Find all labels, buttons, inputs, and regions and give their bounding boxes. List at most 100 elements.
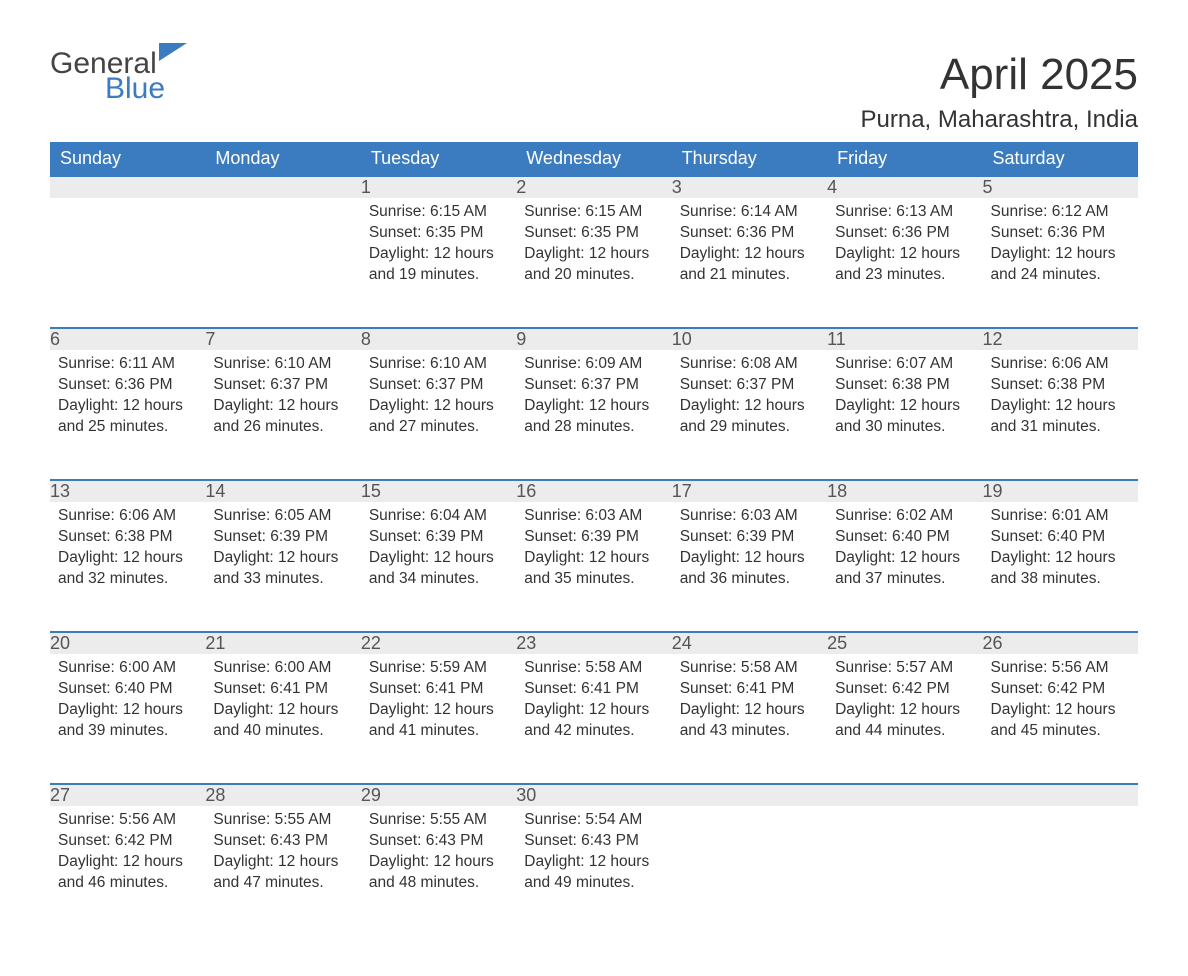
- week-body-row: Sunrise: 6:06 AMSunset: 6:38 PMDaylight:…: [50, 502, 1138, 632]
- day-number: 9: [516, 328, 671, 350]
- daylight-line: Daylight: 12 hours and 24 minutes.: [991, 244, 1130, 286]
- week-body-row: Sunrise: 6:00 AMSunset: 6:40 PMDaylight:…: [50, 654, 1138, 784]
- day-number: [983, 784, 1138, 806]
- week-daynum-row: 27282930: [50, 784, 1138, 806]
- weekday-header: Monday: [205, 142, 360, 176]
- sunrise-line: Sunrise: 5:58 AM: [680, 658, 819, 679]
- sunrise-line: Sunrise: 6:10 AM: [369, 354, 508, 375]
- day-cell: Sunrise: 6:10 AMSunset: 6:37 PMDaylight:…: [205, 350, 360, 480]
- sunrise-line: Sunrise: 6:13 AM: [835, 202, 974, 223]
- day-number: 2: [516, 176, 671, 198]
- sunset-line: Sunset: 6:35 PM: [524, 223, 663, 244]
- sunset-line: Sunset: 6:43 PM: [213, 831, 352, 852]
- day-number: 30: [516, 784, 671, 806]
- daylight-line: Daylight: 12 hours and 20 minutes.: [524, 244, 663, 286]
- day-number: 23: [516, 632, 671, 654]
- sunrise-line: Sunrise: 5:56 AM: [58, 810, 197, 831]
- daylight-line: Daylight: 12 hours and 46 minutes.: [58, 852, 197, 894]
- month-title: April 2025: [861, 50, 1139, 100]
- day-number: 25: [827, 632, 982, 654]
- day-details: Sunrise: 5:58 AMSunset: 6:41 PMDaylight:…: [672, 654, 827, 752]
- day-number: 8: [361, 328, 516, 350]
- sunrise-line: Sunrise: 6:14 AM: [680, 202, 819, 223]
- day-number: [50, 176, 205, 198]
- day-number: 11: [827, 328, 982, 350]
- week-daynum-row: 20212223242526: [50, 632, 1138, 654]
- weekday-header: Saturday: [983, 142, 1138, 176]
- day-number: [827, 784, 982, 806]
- daylight-line: Daylight: 12 hours and 21 minutes.: [680, 244, 819, 286]
- daylight-line: Daylight: 12 hours and 29 minutes.: [680, 396, 819, 438]
- sunrise-line: Sunrise: 6:15 AM: [369, 202, 508, 223]
- day-cell: [983, 806, 1138, 936]
- day-number: 19: [983, 480, 1138, 502]
- day-details: Sunrise: 6:04 AMSunset: 6:39 PMDaylight:…: [361, 502, 516, 600]
- daylight-line: Daylight: 12 hours and 34 minutes.: [369, 548, 508, 590]
- sunrise-line: Sunrise: 6:05 AM: [213, 506, 352, 527]
- day-details: Sunrise: 6:03 AMSunset: 6:39 PMDaylight:…: [516, 502, 671, 600]
- day-number: 24: [672, 632, 827, 654]
- day-number: 28: [205, 784, 360, 806]
- sunset-line: Sunset: 6:39 PM: [680, 527, 819, 548]
- day-details: Sunrise: 6:10 AMSunset: 6:37 PMDaylight:…: [205, 350, 360, 448]
- week-body-row: Sunrise: 5:56 AMSunset: 6:42 PMDaylight:…: [50, 806, 1138, 936]
- day-details: Sunrise: 6:00 AMSunset: 6:41 PMDaylight:…: [205, 654, 360, 752]
- day-number: 27: [50, 784, 205, 806]
- sunrise-line: Sunrise: 5:59 AM: [369, 658, 508, 679]
- day-number: 18: [827, 480, 982, 502]
- sunset-line: Sunset: 6:40 PM: [991, 527, 1130, 548]
- day-details: Sunrise: 5:56 AMSunset: 6:42 PMDaylight:…: [50, 806, 205, 904]
- sunrise-line: Sunrise: 5:54 AM: [524, 810, 663, 831]
- day-cell: Sunrise: 6:15 AMSunset: 6:35 PMDaylight:…: [361, 198, 516, 328]
- day-number: 20: [50, 632, 205, 654]
- sunset-line: Sunset: 6:37 PM: [213, 375, 352, 396]
- day-cell: Sunrise: 6:07 AMSunset: 6:38 PMDaylight:…: [827, 350, 982, 480]
- daylight-line: Daylight: 12 hours and 25 minutes.: [58, 396, 197, 438]
- day-number: 17: [672, 480, 827, 502]
- week-daynum-row: 6789101112: [50, 328, 1138, 350]
- sunrise-line: Sunrise: 6:10 AM: [213, 354, 352, 375]
- day-number: 10: [672, 328, 827, 350]
- day-cell: Sunrise: 6:08 AMSunset: 6:37 PMDaylight:…: [672, 350, 827, 480]
- daylight-line: Daylight: 12 hours and 33 minutes.: [213, 548, 352, 590]
- day-cell: Sunrise: 5:56 AMSunset: 6:42 PMDaylight:…: [50, 806, 205, 936]
- sunrise-line: Sunrise: 6:01 AM: [991, 506, 1130, 527]
- day-number: 12: [983, 328, 1138, 350]
- sunrise-line: Sunrise: 6:00 AM: [58, 658, 197, 679]
- day-cell: Sunrise: 6:10 AMSunset: 6:37 PMDaylight:…: [361, 350, 516, 480]
- daylight-line: Daylight: 12 hours and 43 minutes.: [680, 700, 819, 742]
- daylight-line: Daylight: 12 hours and 40 minutes.: [213, 700, 352, 742]
- day-details: Sunrise: 6:12 AMSunset: 6:36 PMDaylight:…: [983, 198, 1138, 296]
- day-details: Sunrise: 6:02 AMSunset: 6:40 PMDaylight:…: [827, 502, 982, 600]
- day-cell: Sunrise: 5:58 AMSunset: 6:41 PMDaylight:…: [516, 654, 671, 784]
- sunrise-line: Sunrise: 6:11 AM: [58, 354, 197, 375]
- day-details: Sunrise: 6:13 AMSunset: 6:36 PMDaylight:…: [827, 198, 982, 296]
- sunset-line: Sunset: 6:38 PM: [58, 527, 197, 548]
- daylight-line: Daylight: 12 hours and 19 minutes.: [369, 244, 508, 286]
- location-subtitle: Purna, Maharashtra, India: [861, 106, 1139, 134]
- sunrise-line: Sunrise: 6:06 AM: [991, 354, 1130, 375]
- sunset-line: Sunset: 6:36 PM: [680, 223, 819, 244]
- sunrise-line: Sunrise: 6:07 AM: [835, 354, 974, 375]
- sunrise-line: Sunrise: 5:56 AM: [991, 658, 1130, 679]
- sunrise-line: Sunrise: 5:57 AM: [835, 658, 974, 679]
- day-details: Sunrise: 5:55 AMSunset: 6:43 PMDaylight:…: [361, 806, 516, 904]
- daylight-line: Daylight: 12 hours and 47 minutes.: [213, 852, 352, 894]
- daylight-line: Daylight: 12 hours and 48 minutes.: [369, 852, 508, 894]
- daylight-line: Daylight: 12 hours and 32 minutes.: [58, 548, 197, 590]
- weekday-header: Friday: [827, 142, 982, 176]
- day-cell: Sunrise: 6:03 AMSunset: 6:39 PMDaylight:…: [516, 502, 671, 632]
- calendar-body: 12345Sunrise: 6:15 AMSunset: 6:35 PMDayl…: [50, 176, 1138, 936]
- sunrise-line: Sunrise: 6:02 AM: [835, 506, 974, 527]
- day-cell: [50, 198, 205, 328]
- sunset-line: Sunset: 6:41 PM: [213, 679, 352, 700]
- sunrise-line: Sunrise: 5:55 AM: [213, 810, 352, 831]
- sunset-line: Sunset: 6:37 PM: [524, 375, 663, 396]
- day-number: 1: [361, 176, 516, 198]
- day-cell: Sunrise: 6:15 AMSunset: 6:35 PMDaylight:…: [516, 198, 671, 328]
- day-number: [205, 176, 360, 198]
- daylight-line: Daylight: 12 hours and 26 minutes.: [213, 396, 352, 438]
- weekday-header: Thursday: [672, 142, 827, 176]
- sunset-line: Sunset: 6:41 PM: [369, 679, 508, 700]
- day-cell: Sunrise: 6:12 AMSunset: 6:36 PMDaylight:…: [983, 198, 1138, 328]
